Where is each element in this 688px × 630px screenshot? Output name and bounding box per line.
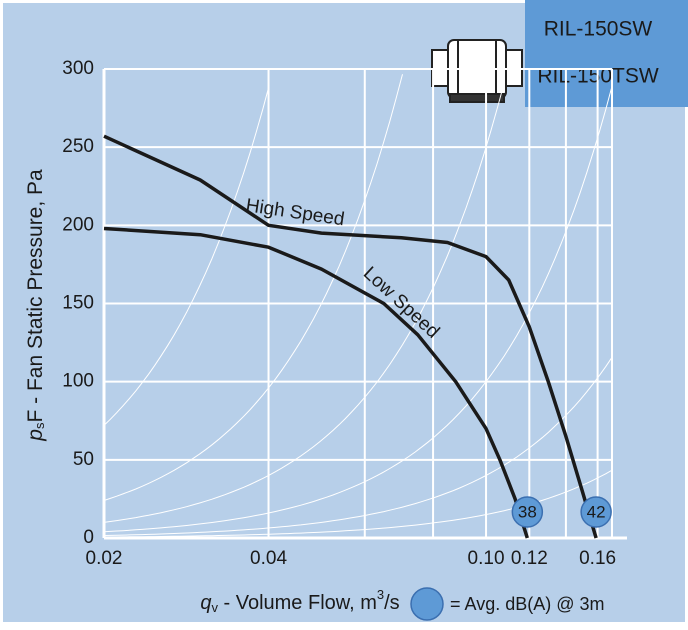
system-curve	[103, 85, 270, 426]
y-tick-label: 200	[62, 214, 94, 235]
system-curve	[103, 86, 613, 533]
y-tick-label: 50	[73, 449, 94, 470]
series-line	[103, 226, 529, 539]
y-axis-label: psF - Fan Static Pressure, Pa	[24, 169, 48, 442]
model-box	[525, 0, 688, 107]
x-axis-label: qv - Volume Flow, m3/s	[200, 587, 399, 615]
x-tick-label: 0.16	[579, 548, 616, 569]
y-tick-label: 150	[62, 293, 94, 314]
x-tick-label: 0.12	[511, 548, 548, 569]
system-curve	[103, 74, 403, 501]
x-tick-label: 0.10	[468, 548, 505, 569]
y-tick-label: 0	[83, 527, 94, 548]
system-curve	[103, 82, 505, 523]
system-curve	[103, 357, 613, 536]
x-tick-label: 0.02	[86, 548, 123, 569]
y-tick-label: 100	[62, 371, 94, 392]
db-marker	[580, 496, 612, 528]
x-tick-label: 0.04	[250, 548, 287, 569]
y-tick-label: 250	[62, 136, 94, 157]
model-name: RIL-150SW	[544, 18, 653, 41]
legend-marker	[410, 587, 444, 621]
legend-text: = Avg. dB(A) @ 3m	[450, 594, 605, 614]
db-marker	[511, 496, 544, 528]
db-label: 42	[587, 502, 606, 521]
db-label: 38	[518, 502, 537, 521]
y-tick-label: 300	[62, 58, 94, 79]
series-line	[103, 134, 598, 539]
